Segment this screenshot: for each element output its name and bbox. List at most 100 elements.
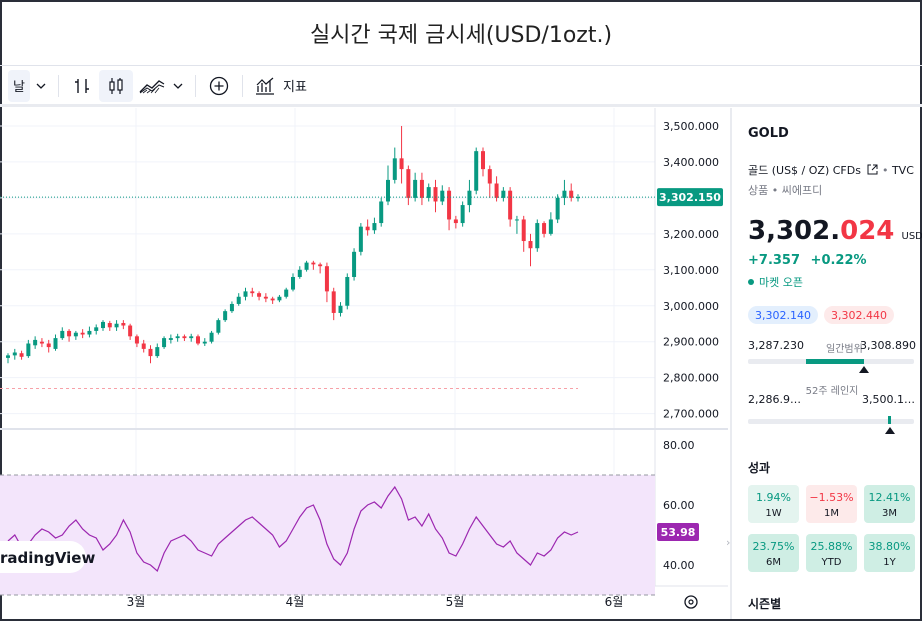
- candle: [73, 330, 78, 340]
- month-tick-label: 4월: [286, 595, 305, 609]
- candle: [182, 334, 187, 341]
- rsi-band: [0, 475, 655, 595]
- interval-selector[interactable]: 날: [8, 69, 30, 102]
- price-currency: USD: [901, 231, 922, 242]
- candle: [216, 318, 221, 335]
- area-chart-type-icon[interactable]: [137, 70, 167, 102]
- price-tick-label: 3,400.000: [663, 156, 719, 169]
- indicators-label: 지표: [283, 80, 307, 95]
- candle: [453, 215, 458, 229]
- candle: [399, 125, 404, 184]
- seasonal-title: 시즌별: [748, 597, 782, 611]
- indicators-button[interactable]: 지표: [249, 70, 313, 102]
- rsi-value-label: 53.98: [661, 526, 696, 539]
- candle: [291, 273, 295, 292]
- candle: [94, 324, 99, 335]
- market-status-label: 마켓 오픈: [759, 276, 803, 289]
- toolbar-divider: [58, 74, 59, 97]
- candle: [270, 296, 275, 304]
- candle: [352, 248, 357, 281]
- perf-ytd: 25.88% YTD: [806, 534, 857, 572]
- price-tick-label: 3,200.000: [663, 228, 719, 241]
- candle: [189, 333, 194, 342]
- candle: [101, 320, 105, 331]
- day-high: 3,308.890: [860, 339, 916, 352]
- candle: [284, 287, 289, 299]
- candle: [141, 339, 146, 353]
- candle: [128, 323, 133, 340]
- candle: [162, 336, 167, 349]
- perf-1y: 38.80% 1Y: [864, 534, 915, 572]
- candle: [372, 217, 377, 234]
- candle: [542, 221, 547, 238]
- candle: [474, 147, 479, 195]
- sidebar-toggle-icon[interactable]: ›: [726, 536, 731, 549]
- external-link-icon[interactable]: [867, 164, 878, 175]
- candle: [80, 329, 85, 339]
- tradingview-watermark[interactable]: [0, 541, 86, 573]
- gear-icon[interactable]: [684, 595, 698, 609]
- add-comparison-icon[interactable]: [202, 70, 236, 102]
- candle: [447, 187, 452, 231]
- candle: [318, 262, 323, 274]
- candle: [440, 185, 445, 206]
- symbol-category-row: 상품 • 씨에프디: [748, 184, 823, 197]
- candle: [433, 179, 438, 213]
- candle: [277, 294, 282, 303]
- candle: [386, 165, 390, 206]
- symbol-source: TVC: [891, 164, 914, 177]
- candle: [535, 219, 540, 252]
- perf-1w: 1.94% 1W: [748, 485, 799, 523]
- candle: [121, 320, 126, 330]
- candle: [155, 343, 160, 358]
- symbol-description: 골드 (US$ / OZ) CFDs • TVC: [748, 164, 914, 177]
- toolbar-divider: [195, 74, 196, 97]
- candle: [514, 215, 519, 234]
- current-price-label: 3,302.150: [659, 191, 721, 204]
- candle: [19, 350, 24, 360]
- symbol-ticker: GOLD: [748, 126, 789, 141]
- price-tick-label: 2,700.000: [663, 408, 719, 421]
- bar-chart-type-icon[interactable]: [65, 70, 99, 102]
- chevron-down-icon[interactable]: [167, 70, 189, 102]
- candle: [53, 334, 58, 351]
- candle: [345, 273, 350, 310]
- price-tick-label: 2,800.000: [663, 372, 719, 385]
- chart-canvas[interactable]: 3,500.0003,400.0003,300.0003,200.0003,10…: [0, 108, 728, 621]
- candle: [67, 329, 72, 342]
- candle: [324, 262, 329, 303]
- candle: [460, 201, 465, 227]
- week52-low: 2,286.9…: [748, 393, 801, 406]
- candle: [358, 223, 363, 256]
- candle: [379, 197, 384, 227]
- candle: [107, 320, 112, 331]
- candle: [263, 293, 268, 303]
- last-price: 3,302.024 USD: [748, 216, 922, 246]
- candle: [250, 287, 255, 297]
- candle: [365, 219, 370, 236]
- rsi-tick-label: 60.00: [663, 499, 695, 512]
- candle: [467, 179, 472, 213]
- candle: [39, 338, 44, 348]
- candle-chart-type-icon[interactable]: [99, 69, 133, 102]
- candle: [209, 330, 214, 344]
- week52-high: 3,500.1…: [862, 393, 915, 406]
- candle: [202, 338, 207, 347]
- candle: [501, 187, 506, 202]
- candle: [60, 327, 65, 340]
- candle: [521, 215, 526, 252]
- candle: [134, 334, 139, 348]
- candle: [223, 309, 228, 322]
- rsi-value-badge: [657, 523, 699, 541]
- chevron-down-icon[interactable]: [30, 70, 52, 102]
- symbol-name[interactable]: 골드 (US$ / OZ) CFDs: [748, 164, 861, 177]
- price-fraction: 024: [840, 216, 895, 246]
- day-range-bar: [748, 359, 914, 364]
- symbol-type: 씨에프디: [781, 184, 823, 197]
- change-absolute: +7.357: [748, 253, 801, 268]
- candle: [426, 183, 431, 202]
- price-chart[interactable]: 3,500.0003,400.0003,300.0003,200.0003,10…: [0, 108, 728, 621]
- price-tick-label: 3,500.000: [663, 120, 719, 133]
- month-tick-label: 6월: [605, 595, 624, 609]
